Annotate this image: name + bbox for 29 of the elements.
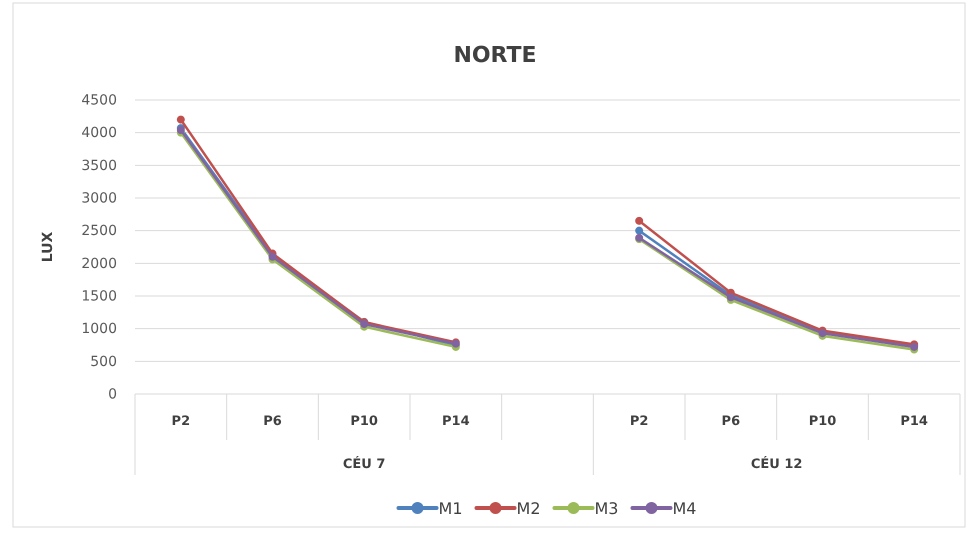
x-tick-label: P6	[722, 414, 740, 430]
y-tick-label: 2500	[81, 223, 117, 240]
y-tick-label: 3000	[81, 190, 117, 206]
text: CÉU 12	[750, 455, 802, 472]
x-tick-label: P10	[350, 414, 378, 430]
point	[635, 216, 644, 225]
point	[635, 226, 644, 235]
x-tick-label: P10	[808, 414, 836, 430]
x-tick-label: P2	[172, 414, 190, 430]
chart-title: NORTE	[453, 43, 537, 68]
y-tick-label: 500	[90, 354, 117, 370]
x-tick-label: P2	[630, 414, 648, 430]
point	[176, 116, 185, 124]
y-tick-label: 4000	[81, 125, 117, 142]
legend-label: M3	[594, 499, 618, 518]
legend-label: M1	[438, 499, 463, 518]
x-tick-label: P6	[263, 414, 282, 430]
y-axis-title: LUX	[40, 232, 56, 262]
y-tick-label: 4500	[81, 92, 117, 108]
y-tick-label: 1000	[81, 321, 117, 338]
x-tick-label: P14	[442, 414, 470, 430]
x-tick-label: P14	[900, 414, 928, 430]
legend-label: M2	[516, 499, 540, 518]
y-tick-label: 1500	[81, 288, 117, 304]
y-tick-label: 0	[108, 386, 117, 402]
y-tick-label: 3500	[81, 158, 117, 174]
y-tick-label: 2000	[81, 256, 117, 272]
legend-label: M4	[672, 499, 696, 518]
text: CÉU 7	[342, 455, 386, 472]
